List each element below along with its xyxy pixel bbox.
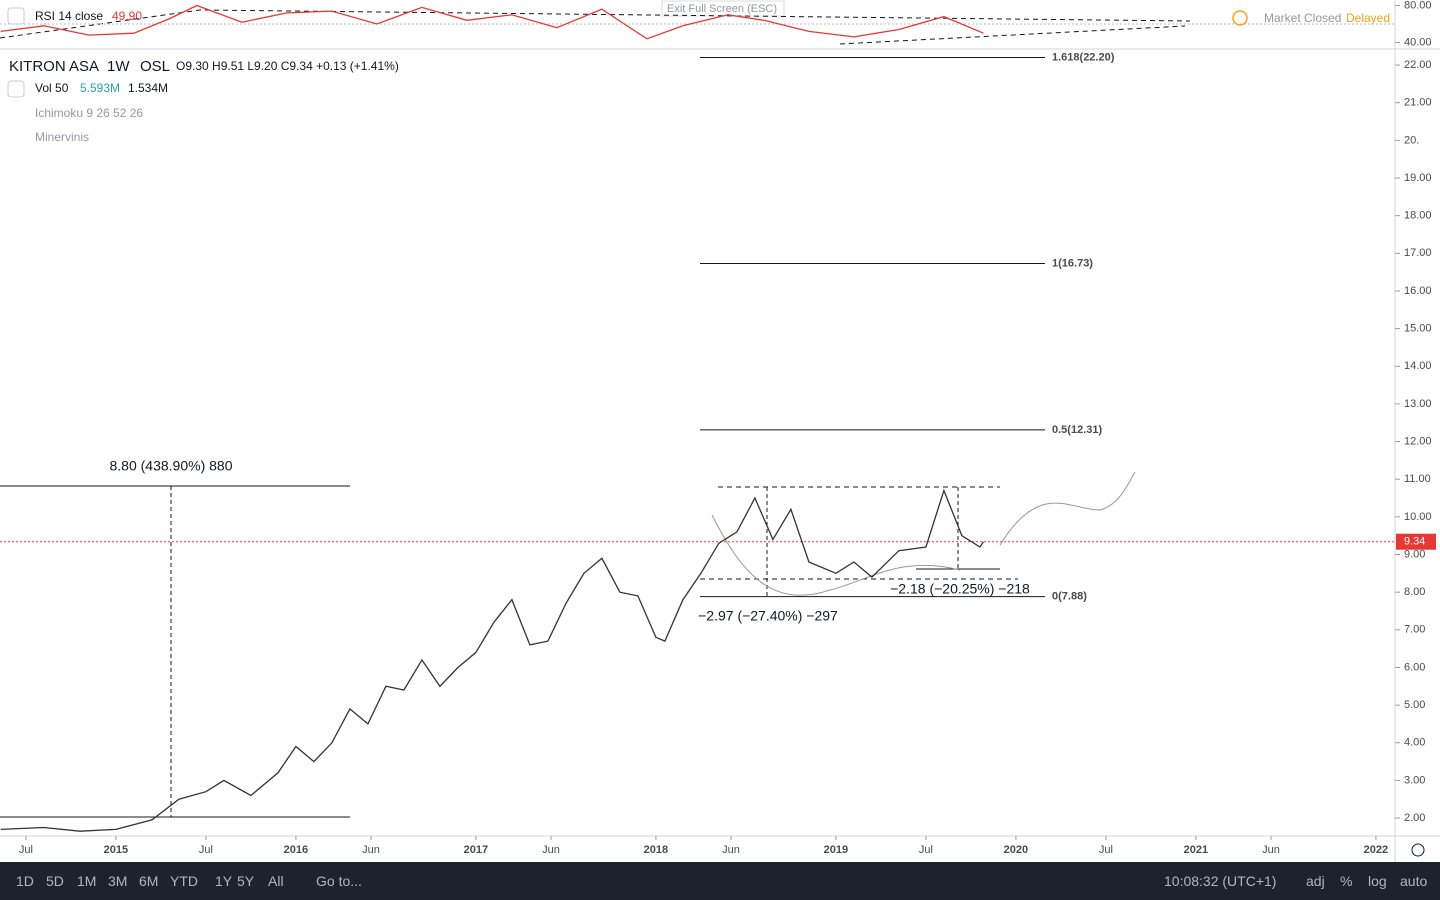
x-tick-label: 2018	[644, 844, 668, 856]
x-tick-label: Jul	[919, 844, 933, 856]
collapse-button[interactable]	[7, 80, 25, 98]
x-tick-label: Jul	[1099, 844, 1113, 856]
ohlc: O9.30 H9.51 L9.20 C9.34 +0.13 (+1.41%)	[176, 59, 399, 73]
y-tick-label: 21.00	[1404, 97, 1432, 109]
y-tick-label: 22.00	[1404, 59, 1432, 71]
range-button[interactable]: All	[268, 873, 284, 889]
y-tick-label: 14.00	[1404, 360, 1432, 372]
fib-label: 1(16.73)	[1052, 257, 1093, 269]
measure-label: −2.97 (−27.40%) −297	[698, 608, 838, 624]
measure-label: −2.18 (−20.25%) −218	[890, 581, 1030, 597]
rsi-value: 49.90	[112, 9, 142, 23]
volume-average: 1.534M	[128, 81, 168, 95]
option-button[interactable]: adj	[1306, 873, 1325, 889]
x-tick-label: 2021	[1184, 844, 1208, 856]
indicator-name: Ichimoku 9 26 52 26	[35, 106, 143, 120]
exchange: OSL	[140, 58, 170, 75]
y-tick-label: 7.00	[1404, 624, 1425, 636]
option-button[interactable]: log	[1368, 873, 1387, 889]
x-tick-label: Jun	[542, 844, 560, 856]
option-button[interactable]: auto	[1400, 873, 1428, 889]
y-tick-label: 19.00	[1404, 172, 1432, 184]
range-button[interactable]: 1D	[16, 873, 34, 889]
x-tick-label: 2016	[284, 844, 308, 856]
range-button[interactable]: 6M	[139, 873, 159, 889]
range-button[interactable]: 5D	[46, 873, 64, 889]
y-tick-label: 18.00	[1404, 210, 1432, 222]
y-tick-label: 20.	[1404, 134, 1419, 146]
x-tick-label: Jul	[199, 844, 213, 856]
x-tick-label: 2019	[824, 844, 848, 856]
warning-icon	[1232, 10, 1248, 26]
rsi-label: RSI 14 close	[35, 9, 103, 23]
goto-button[interactable]: Go to...	[316, 873, 362, 889]
x-tick-label: Jul	[19, 844, 33, 856]
y-tick-label: 15.00	[1404, 323, 1432, 335]
y-tick-label: 5.00	[1404, 699, 1425, 711]
range-button[interactable]: YTD	[170, 873, 198, 889]
series-line	[0, 4, 984, 40]
x-tick-label: 2015	[104, 844, 128, 856]
x-tick-label: 2022	[1364, 844, 1388, 856]
price-tag-label: 9.34	[1404, 536, 1425, 548]
symbol: KITRON ASA	[9, 58, 99, 75]
volume-label: Vol 50	[35, 81, 69, 95]
y-tick-label: 9.00	[1404, 548, 1425, 560]
measure-label: 8.80 (438.90%) 880	[110, 458, 233, 474]
market-status: Market Closed	[1264, 11, 1341, 25]
settings-icon[interactable]	[1411, 843, 1425, 857]
range-button[interactable]: 1M	[77, 873, 97, 889]
exit-fullscreen-label: Exit Full Screen (ESC)	[667, 3, 777, 15]
clock: 10:08:32 (UTC+1)	[1164, 873, 1277, 889]
drawings	[0, 9, 1191, 818]
indicator-name: Minervinis	[35, 130, 89, 144]
volume-value: 5.593M	[80, 81, 120, 95]
option-button[interactable]: %	[1340, 873, 1353, 889]
y-tick-label: 4.00	[1404, 737, 1425, 749]
x-tick-label: Jun	[722, 844, 740, 856]
x-tick-label: 2020	[1004, 844, 1028, 856]
y-tick-label: 13.00	[1404, 398, 1432, 410]
collapse-button[interactable]	[7, 7, 25, 25]
price-tag	[1396, 533, 1436, 550]
delayed: Delayed	[1346, 11, 1390, 25]
x-tick-label: Jun	[1262, 844, 1280, 856]
x-tick-label: Jun	[362, 844, 380, 856]
y-tick-label: 11.00	[1404, 473, 1431, 485]
y-tick-label: 8.00	[1404, 586, 1425, 598]
y-tick-label: 40.00	[1404, 36, 1432, 48]
y-tick-label: 17.00	[1404, 247, 1432, 259]
fib-label: 1.618(22.20)	[1052, 51, 1115, 63]
y-tick-label: 3.00	[1404, 774, 1425, 786]
chart-area: RSI 14 close 49.90 Exit Full Screen (ESC…	[0, 0, 1440, 862]
range-button[interactable]: 3M	[108, 873, 128, 889]
y-tick-label: 2.00	[1404, 812, 1425, 824]
range-button[interactable]: 5Y	[237, 873, 255, 889]
fib-label: 0(7.88)	[1052, 591, 1087, 603]
y-tick-label: 16.00	[1404, 285, 1432, 297]
interval: 1W	[107, 58, 130, 75]
y-tick-label: 6.00	[1404, 661, 1425, 673]
x-tick-label: 2017	[464, 844, 488, 856]
fib-label: 0.5(12.31)	[1052, 424, 1102, 436]
y-tick-label: 80.00	[1404, 0, 1432, 11]
range-button[interactable]: 1Y	[215, 873, 233, 889]
y-tick-label: 10.00	[1404, 511, 1432, 523]
y-tick-label: 12.00	[1404, 435, 1432, 447]
bottom-toolbar: 1D 5D 1M 3M 6M YTD 1Y 5Y All Go to... 10:08:32 (UT…	[0, 862, 1440, 900]
series-line	[0, 488, 985, 832]
